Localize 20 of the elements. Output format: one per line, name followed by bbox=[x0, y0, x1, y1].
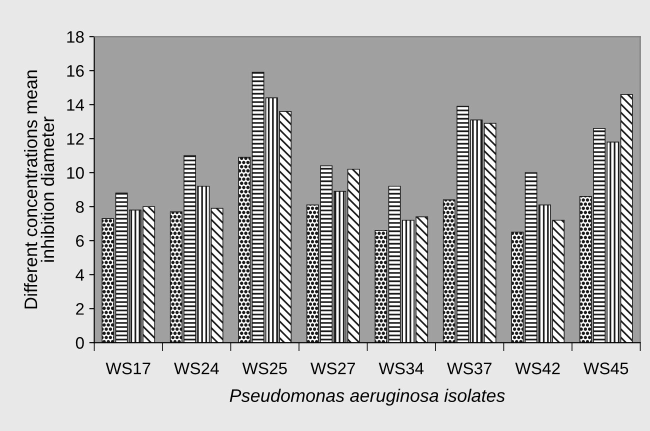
y-tick-label: 12 bbox=[67, 133, 84, 145]
x-tick-label: WS27 bbox=[310, 362, 355, 374]
y-tick-label: 10 bbox=[67, 167, 84, 179]
x-tick-label: WS42 bbox=[515, 362, 560, 374]
y-tick-label: 14 bbox=[67, 99, 84, 111]
x-tick-label: WS45 bbox=[584, 362, 628, 374]
y-tick-label: 4 bbox=[76, 269, 84, 281]
y-tick-label: 16 bbox=[67, 65, 84, 77]
x-tick-label: WS25 bbox=[242, 362, 287, 374]
y-tick-label: 2 bbox=[76, 303, 84, 315]
x-tick-label: WS37 bbox=[447, 362, 492, 374]
y-tick-label: 0 bbox=[76, 337, 84, 349]
y-tick-label: 8 bbox=[76, 201, 84, 213]
y-tick-label: 6 bbox=[76, 235, 84, 247]
y-axis-title: Different concentrations mean inhibition diameter bbox=[24, 70, 54, 308]
y-tick-label: 18 bbox=[67, 31, 84, 43]
x-axis-title: Pseudomonas aeruginosa isolates bbox=[230, 388, 505, 406]
x-tick-label: WS34 bbox=[378, 362, 424, 374]
x-tick-label: WS17 bbox=[106, 362, 150, 374]
x-tick-label: WS24 bbox=[174, 362, 219, 374]
